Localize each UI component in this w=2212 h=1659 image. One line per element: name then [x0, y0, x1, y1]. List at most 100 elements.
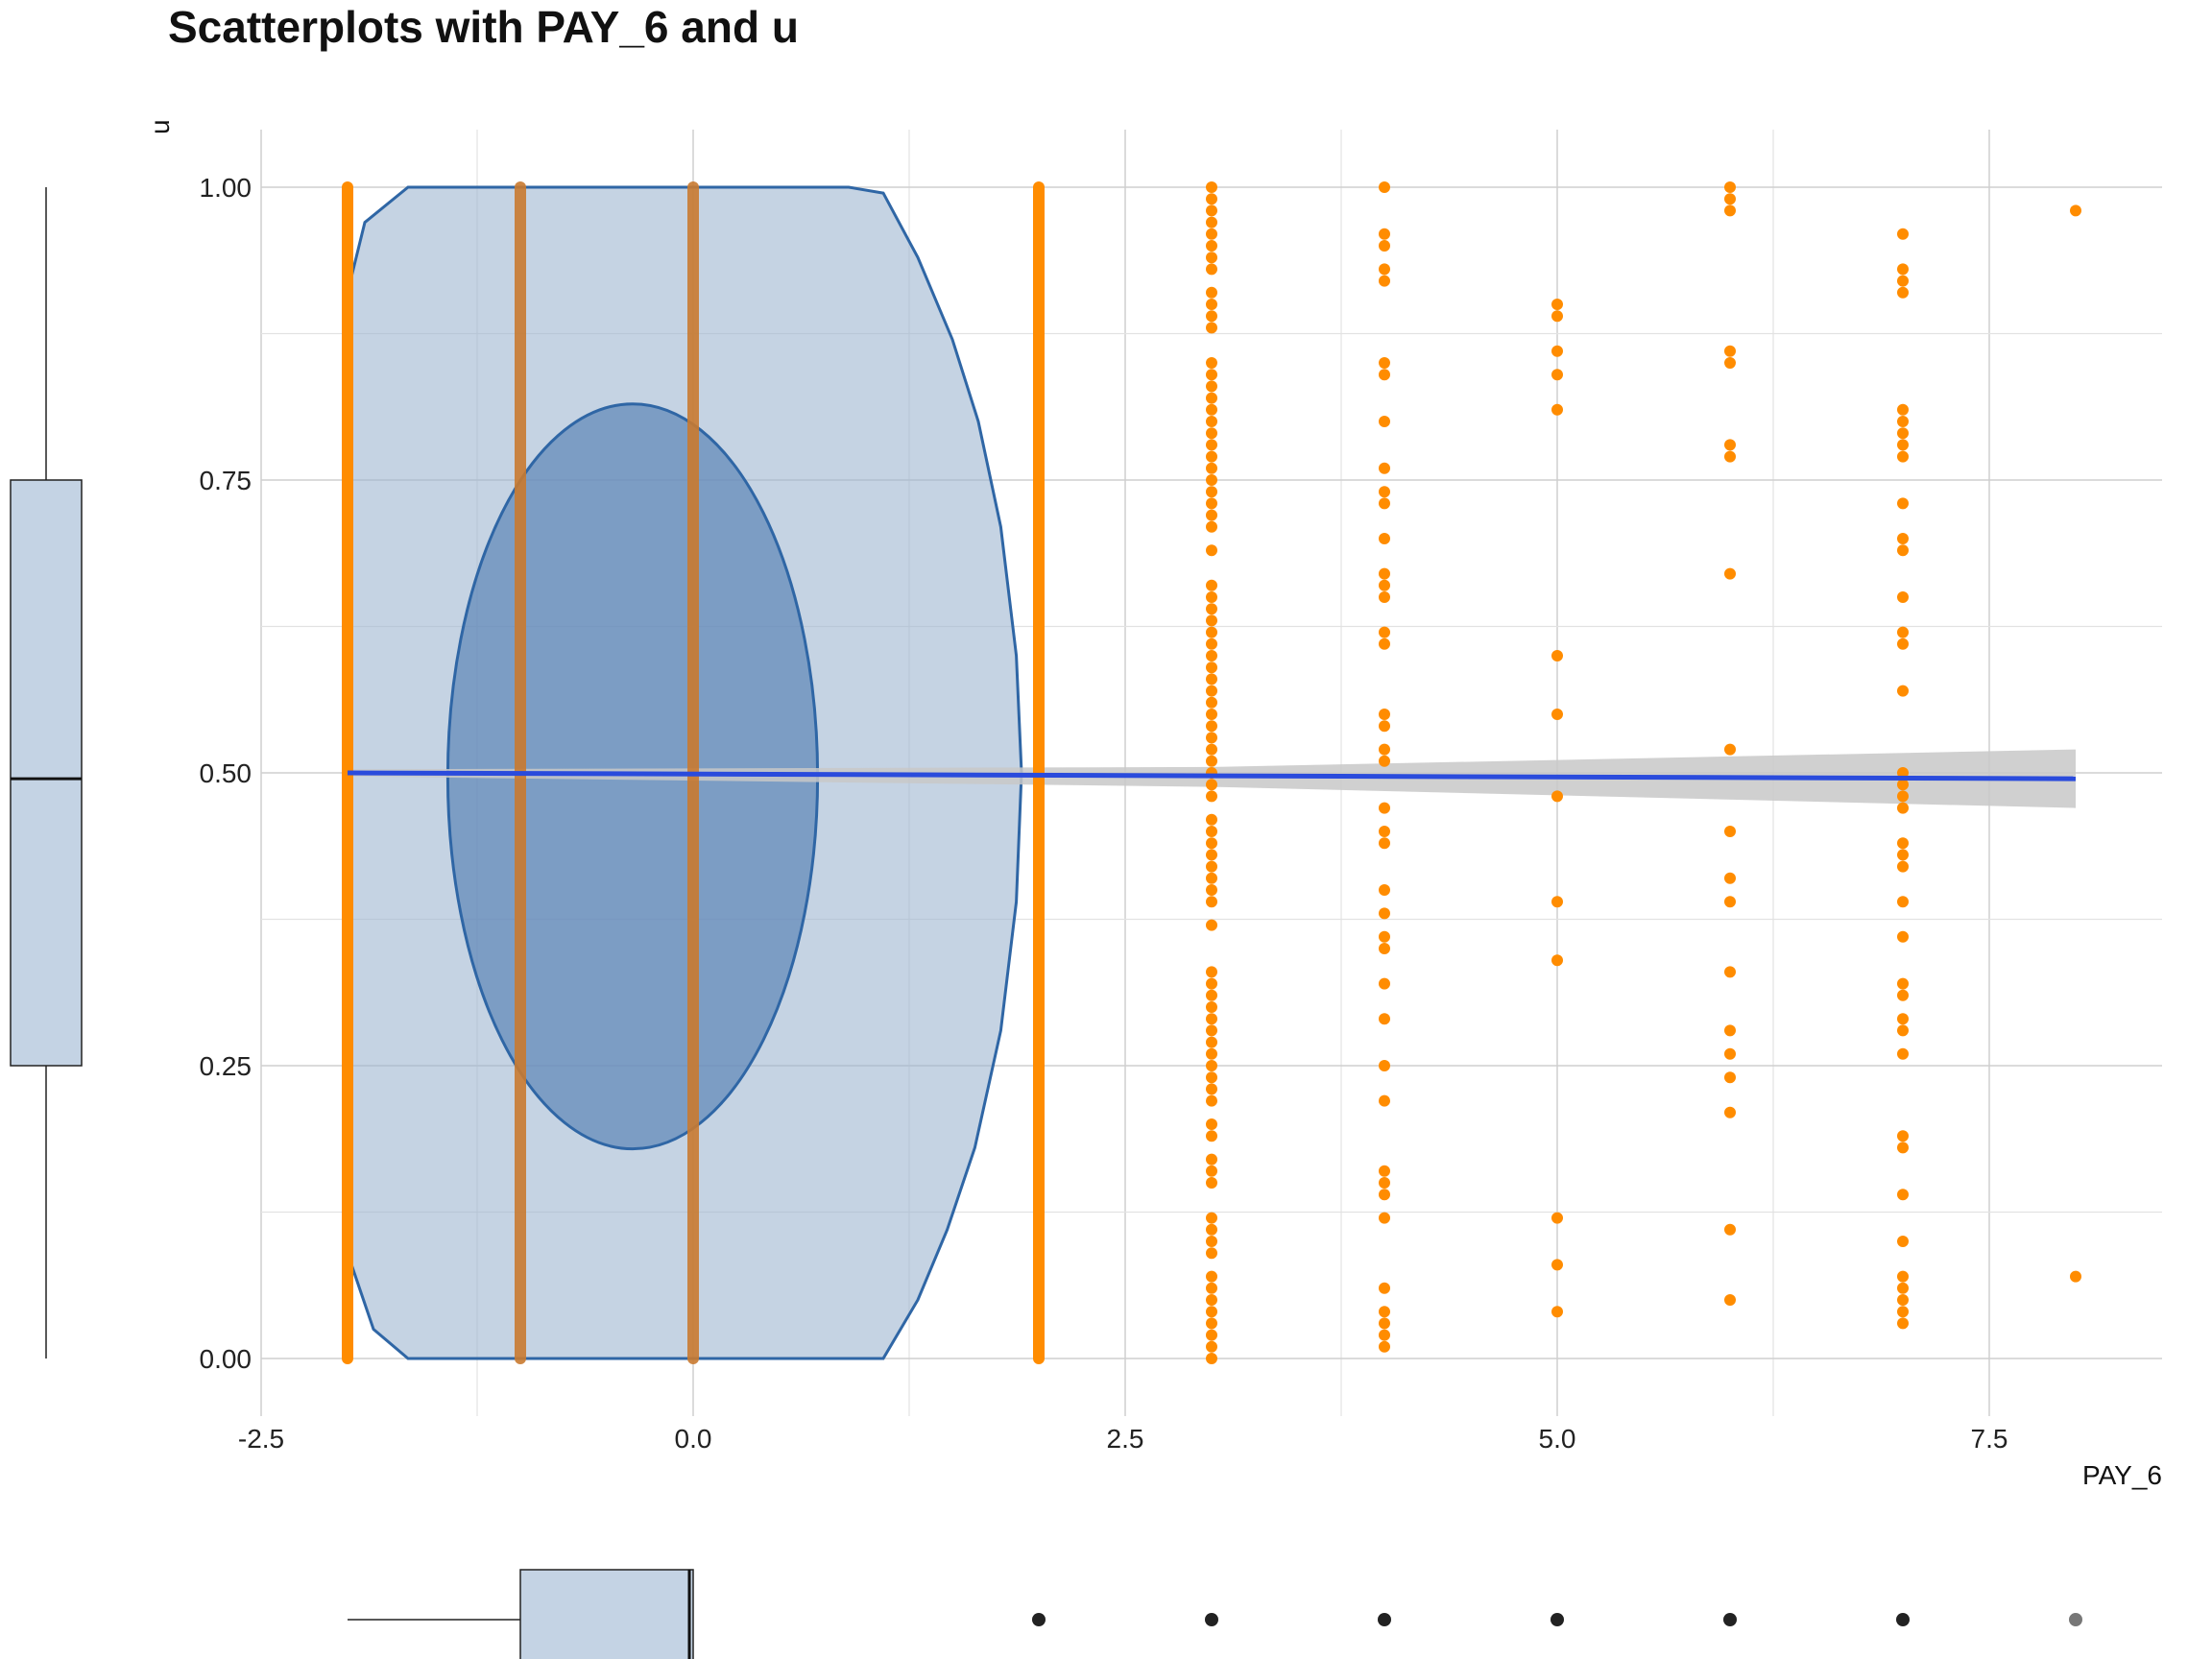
- scatter-point: [1206, 603, 1217, 615]
- regression-confidence-band: [348, 749, 2076, 808]
- scatter-point: [1897, 1130, 1909, 1142]
- scatter-point: [1379, 369, 1390, 381]
- scatter-point: [1379, 943, 1390, 954]
- scatter-point: [1206, 310, 1217, 323]
- scatter-point: [1379, 930, 1390, 943]
- scatter-point: [1206, 779, 1217, 791]
- scatter-point: [1206, 1036, 1217, 1048]
- y-axis-ticks: 0.00 0.25 0.50 0.75 1.00: [200, 173, 252, 1374]
- scatter-point: [1206, 1001, 1217, 1013]
- scatter-point: [1206, 240, 1217, 252]
- scatter-point: [1206, 1165, 1217, 1177]
- scatter-point: [1379, 357, 1390, 369]
- scatter-point: [1206, 286, 1217, 299]
- scatter-point: [1379, 1013, 1390, 1025]
- scatter-point: [1379, 416, 1390, 427]
- scatter-point: [1206, 1130, 1217, 1142]
- scatter-point: [1206, 380, 1217, 393]
- y-tick-label: 0.50: [200, 758, 252, 788]
- scatter-point: [1206, 696, 1217, 709]
- scatter-point: [1206, 1212, 1217, 1224]
- chart-title: Scatterplots with PAY_6 and u: [168, 2, 799, 52]
- scatter-point: [1551, 790, 1563, 803]
- scatter-point: [1206, 743, 1217, 756]
- scatter-point: [1551, 1306, 1563, 1318]
- scatter-point: [1206, 919, 1217, 931]
- boxplot-x-box: [519, 1569, 694, 1659]
- scatter-point: [1551, 310, 1563, 323]
- marginal-boxplot-x: [348, 1569, 2082, 1659]
- scatter-point: [1206, 591, 1217, 603]
- x-axis-ticks: -2.5 0.0 2.5 5.0 7.5: [238, 1424, 2008, 1454]
- scatter-point: [1206, 966, 1217, 978]
- scatter-point: [1379, 1340, 1390, 1353]
- scatter-point: [1379, 462, 1390, 474]
- scatter-point: [1379, 591, 1390, 603]
- scatter-point: [1379, 263, 1390, 276]
- scatter-point: [1897, 427, 1909, 440]
- scatter-point: [1206, 450, 1217, 463]
- scatter-point: [1206, 1236, 1217, 1247]
- scatter-point: [1897, 544, 1909, 557]
- scatter-point: [1379, 977, 1390, 990]
- scatter-point: [1206, 1317, 1217, 1330]
- scatter-point: [1724, 181, 1736, 193]
- scatter-point: [1379, 486, 1390, 498]
- scatter-point: [1379, 626, 1390, 638]
- scatter-point: [1206, 1083, 1217, 1095]
- scatter-point: [2070, 1270, 2081, 1283]
- y-axis-label: u: [145, 119, 175, 134]
- scatter-point: [1206, 486, 1217, 498]
- scatter-point: [1206, 322, 1217, 334]
- scatter-point: [1379, 1306, 1390, 1318]
- scatter-point: [1897, 275, 1909, 287]
- scatter-point: [1206, 181, 1217, 193]
- scatter-point: [1206, 1177, 1217, 1189]
- scatter-point: [1724, 1024, 1736, 1037]
- boxplot-y-box: [10, 479, 83, 1067]
- boxplot-x-outlier: [1551, 1613, 1564, 1626]
- scatter-point: [1206, 626, 1217, 638]
- scatter-point: [1379, 1282, 1390, 1294]
- scatter-point: [1724, 345, 1736, 357]
- scatter-point: [1897, 849, 1909, 861]
- scatter-point: [1206, 685, 1217, 697]
- scatter-point: [1897, 228, 1909, 240]
- scatter-point: [1897, 1189, 1909, 1201]
- scatter-point: [1206, 216, 1217, 228]
- scatter-point: [1379, 720, 1390, 733]
- scatter-point: [1897, 1282, 1909, 1294]
- scatter-point: [1206, 427, 1217, 440]
- scatter-point: [1379, 1165, 1390, 1177]
- scatter-point: [1206, 1060, 1217, 1071]
- scatter-point: [1897, 403, 1909, 416]
- scatter-point: [1379, 1060, 1390, 1071]
- scatter-point: [1379, 181, 1390, 193]
- scatter-point: [1206, 392, 1217, 404]
- scatter-point: [1897, 1047, 1909, 1060]
- x-tick-label: 7.5: [1971, 1424, 2008, 1454]
- scatter-point: [2070, 204, 2081, 217]
- scatter-point: [1206, 1282, 1217, 1294]
- scatter-point: [1206, 193, 1217, 205]
- scatter-point: [1724, 966, 1736, 978]
- scatter-point: [1897, 685, 1909, 697]
- scatter-point: [1206, 1013, 1217, 1025]
- scatter-point: [1897, 1142, 1909, 1154]
- y-tick-label: 0.75: [200, 466, 252, 495]
- scatter-point: [1724, 1223, 1736, 1236]
- scatter-point: [1206, 1306, 1217, 1318]
- scatter-point: [1897, 1317, 1909, 1330]
- boxplot-x-outlier: [1378, 1613, 1391, 1626]
- scatter-point: [1724, 872, 1736, 884]
- scatter-point: [1206, 579, 1217, 591]
- scatter-point: [1897, 591, 1909, 603]
- scatter-point: [1379, 1317, 1390, 1330]
- scatter-point: [1897, 1236, 1909, 1247]
- scatter-point: [1206, 1247, 1217, 1260]
- scatter-point: [1206, 520, 1217, 533]
- scatter-point: [1379, 907, 1390, 920]
- scatter-point: [1551, 896, 1563, 908]
- scatter-point: [1897, 497, 1909, 510]
- scatter-point: [1206, 860, 1217, 873]
